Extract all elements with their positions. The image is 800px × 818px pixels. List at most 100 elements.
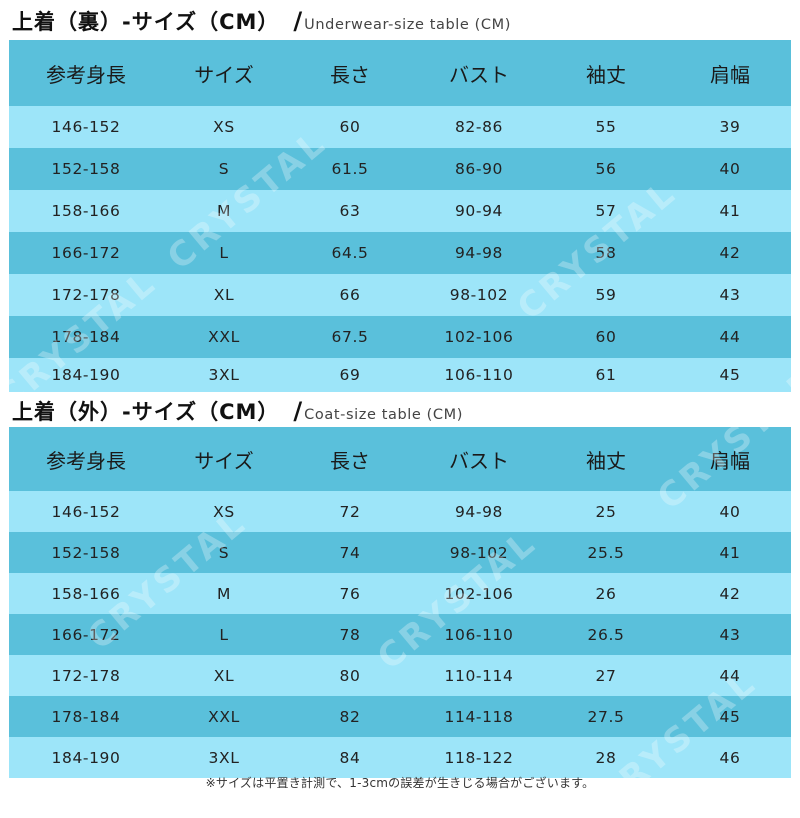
coat-title-en: Coat-size table (CM) — [304, 407, 463, 423]
cell-bust: 82-86 — [454, 118, 504, 136]
cell-height: 184-190 — [51, 366, 121, 384]
cell-bust: 94-98 — [454, 244, 504, 262]
header-size: サイズ — [194, 62, 254, 87]
table-row: 158-166 M 63 90-94 57 41 — [9, 190, 791, 232]
cell-shoulder: 46 — [719, 748, 741, 767]
cell-shoulder: 44 — [719, 666, 741, 685]
cell-sleeve: 26.5 — [587, 625, 625, 644]
cell-size: XXL — [208, 328, 240, 346]
table-header-row: 参考身長 サイズ 長さ バスト 袖丈 肩幅 — [9, 40, 791, 106]
cell-size: M — [217, 584, 231, 603]
table-row: 146-152 XS 72 94-98 25 40 — [9, 491, 791, 532]
cell-bust: 90-94 — [454, 202, 504, 220]
cell-height: 152-158 — [51, 160, 121, 178]
table-row: 152-158 S 61.5 86-90 56 40 — [9, 148, 791, 190]
cell-size: L — [219, 244, 229, 262]
table-row: 172-178 XL 80 110-114 27 44 — [9, 655, 791, 696]
cell-bust: 102-106 — [444, 328, 514, 346]
table-row: 178-184 XXL 67.5 102-106 60 44 — [9, 316, 791, 358]
table-row: 152-158 S 74 98-102 25.5 41 — [9, 532, 791, 573]
cell-bust: 94-98 — [454, 502, 504, 521]
cell-shoulder: 40 — [719, 160, 741, 178]
cell-sleeve: 55 — [595, 118, 617, 136]
cell-sleeve: 25 — [595, 502, 617, 521]
title-separator: / — [293, 397, 303, 425]
header-height: 参考身長 — [46, 448, 126, 473]
cell-height: 146-152 — [51, 118, 121, 136]
header-bust: バスト — [449, 448, 509, 473]
cell-size: XL — [213, 286, 235, 304]
cell-sleeve: 57 — [595, 202, 617, 220]
cell-size: M — [217, 202, 231, 220]
cell-length: 66 — [339, 286, 361, 304]
header-length: 長さ — [330, 448, 370, 473]
cell-height: 178-184 — [51, 707, 121, 726]
cell-length: 60 — [339, 118, 361, 136]
cell-length: 61.5 — [331, 160, 369, 178]
cell-sleeve: 58 — [595, 244, 617, 262]
cell-length: 64.5 — [331, 244, 369, 262]
cell-length: 67.5 — [331, 328, 369, 346]
cell-size: S — [218, 160, 230, 178]
cell-length: 78 — [339, 625, 361, 644]
cell-size: XL — [213, 666, 235, 685]
header-bust: バスト — [449, 62, 509, 87]
cell-sleeve: 27 — [595, 666, 617, 685]
header-size: サイズ — [194, 448, 254, 473]
cell-shoulder: 40 — [719, 502, 741, 521]
cell-sleeve: 59 — [595, 286, 617, 304]
underwear-title-en: Underwear-size table (CM) — [304, 17, 511, 33]
header-length: 長さ — [330, 62, 370, 87]
cell-height: 152-158 — [51, 543, 121, 562]
cell-bust: 98-102 — [449, 286, 509, 304]
coat-title-jp: 上着（外）-サイズ（CM） — [12, 400, 280, 424]
cell-bust: 102-106 — [444, 584, 514, 603]
cell-bust: 106-110 — [444, 625, 514, 644]
cell-bust: 106-110 — [444, 366, 514, 384]
cell-size: XS — [213, 118, 235, 136]
cell-height: 178-184 — [51, 328, 121, 346]
table-row: 178-184 XXL 82 114-118 27.5 45 — [9, 696, 791, 737]
underwear-section-title: 上着（裏）-サイズ（CM） / Underwear-size table (CM… — [12, 6, 511, 36]
cell-shoulder: 41 — [719, 543, 741, 562]
cell-height: 184-190 — [51, 748, 121, 767]
header-sleeve: 袖丈 — [586, 448, 626, 473]
cell-size: XS — [213, 502, 235, 521]
cell-shoulder: 39 — [719, 118, 741, 136]
underwear-title-jp: 上着（裏）-サイズ（CM） — [12, 10, 280, 34]
header-shoulder: 肩幅 — [710, 448, 750, 473]
cell-shoulder: 45 — [719, 366, 741, 384]
cell-height: 166-172 — [51, 244, 121, 262]
cell-size: XXL — [208, 707, 240, 726]
cell-height: 166-172 — [51, 625, 121, 644]
title-separator: / — [293, 7, 303, 35]
cell-height: 172-178 — [51, 666, 121, 685]
cell-shoulder: 44 — [719, 328, 741, 346]
table-row: 166-172 L 64.5 94-98 58 42 — [9, 232, 791, 274]
cell-shoulder: 43 — [719, 286, 741, 304]
cell-bust: 86-90 — [454, 160, 504, 178]
cell-length: 84 — [339, 748, 361, 767]
underwear-size-table: 参考身長 サイズ 長さ バスト 袖丈 肩幅 146-152 XS 60 82-8… — [9, 40, 791, 392]
cell-sleeve: 27.5 — [587, 707, 625, 726]
table-row: 184-190 3XL 69 106-110 61 45 — [9, 358, 791, 392]
cell-sleeve: 26 — [595, 584, 617, 603]
table-row: 146-152 XS 60 82-86 55 39 — [9, 106, 791, 148]
header-height: 参考身長 — [46, 62, 126, 87]
table-header-row: 参考身長 サイズ 長さ バスト 袖丈 肩幅 — [9, 427, 791, 491]
cell-length: 82 — [339, 707, 361, 726]
cell-sleeve: 25.5 — [587, 543, 625, 562]
cell-length: 80 — [339, 666, 361, 685]
cell-length: 76 — [339, 584, 361, 603]
table-row: 166-172 L 78 106-110 26.5 43 — [9, 614, 791, 655]
cell-sleeve: 61 — [595, 366, 617, 384]
cell-bust: 118-122 — [444, 748, 514, 767]
cell-height: 158-166 — [51, 584, 121, 603]
cell-length: 63 — [339, 202, 361, 220]
footnote: ※サイズは平置き計測で、1-3cmの誤差が生きじる場合がございます。 — [205, 776, 595, 790]
header-sleeve: 袖丈 — [586, 62, 626, 87]
cell-sleeve: 28 — [595, 748, 617, 767]
cell-shoulder: 43 — [719, 625, 741, 644]
cell-bust: 98-102 — [449, 543, 509, 562]
cell-shoulder: 42 — [719, 244, 741, 262]
